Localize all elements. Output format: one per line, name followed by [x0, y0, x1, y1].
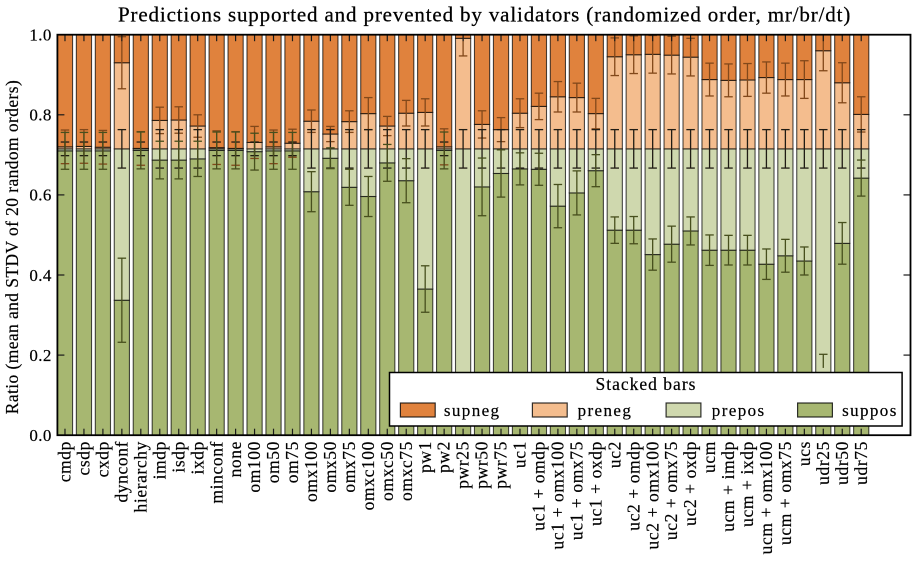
svg-text:Predictions supported and prev: Predictions supported and prevented by v…	[118, 3, 851, 27]
svg-text:om50: om50	[263, 441, 283, 483]
svg-text:omx75: omx75	[339, 441, 359, 493]
svg-text:om75: om75	[282, 441, 302, 483]
svg-text:1.0: 1.0	[29, 26, 51, 45]
svg-text:pw2: pw2	[434, 441, 454, 473]
svg-text:udr50: udr50	[832, 441, 852, 485]
svg-text:uc1: uc1	[510, 441, 530, 468]
svg-text:omxc75: omxc75	[396, 441, 416, 501]
svg-text:0.8: 0.8	[29, 106, 51, 125]
svg-text:dynconf: dynconf	[111, 441, 131, 503]
svg-text:ucm: ucm	[699, 441, 719, 473]
svg-text:ucm + omx75: ucm + omx75	[775, 441, 795, 545]
svg-text:minconf: minconf	[206, 441, 226, 504]
svg-text:uc2 + omx100: uc2 + omx100	[642, 441, 662, 549]
svg-text:uc1 + omdp: uc1 + omdp	[529, 441, 549, 531]
svg-text:omx50: omx50	[320, 441, 340, 493]
svg-text:omxc50: omxc50	[377, 441, 397, 501]
svg-text:Stacked bars: Stacked bars	[596, 374, 697, 394]
svg-text:pwr50: pwr50	[472, 441, 492, 489]
svg-text:suppos: suppos	[842, 401, 898, 420]
svg-text:prepos: prepos	[712, 401, 766, 420]
svg-text:ucm + ixdp: ucm + ixdp	[737, 441, 757, 527]
svg-text:pw1: pw1	[415, 441, 435, 473]
svg-text:pwr75: pwr75	[491, 441, 511, 489]
svg-text:ucs: ucs	[794, 441, 814, 466]
svg-text:isdp: isdp	[168, 441, 188, 473]
svg-text:0.6: 0.6	[29, 186, 51, 205]
svg-text:csdp: csdp	[74, 441, 94, 475]
svg-text:ucm + omx100: ucm + omx100	[756, 441, 776, 554]
svg-text:imdp: imdp	[149, 441, 169, 479]
svg-text:pwr25: pwr25	[453, 441, 473, 489]
svg-text:0.4: 0.4	[29, 266, 52, 285]
svg-text:uc1 + omx75: uc1 + omx75	[566, 441, 586, 540]
svg-text:omx100: omx100	[301, 441, 321, 502]
svg-text:cxdp: cxdp	[93, 441, 113, 477]
svg-text:omxc100: omxc100	[358, 441, 378, 510]
svg-text:0.2: 0.2	[29, 346, 51, 365]
svg-text:uc2 + omdp: uc2 + omdp	[623, 441, 643, 531]
svg-text:ixdp: ixdp	[187, 441, 207, 475]
svg-text:udr25: udr25	[813, 441, 833, 485]
svg-text:udr75: udr75	[851, 441, 871, 485]
svg-text:0.0: 0.0	[29, 426, 51, 445]
svg-text:preneg: preneg	[578, 401, 633, 420]
svg-text:none: none	[225, 441, 245, 477]
svg-text:uc2 + omx75: uc2 + omx75	[661, 441, 681, 540]
svg-text:uc1 + oxdp: uc1 + oxdp	[585, 441, 605, 526]
svg-text:Ratio (mean and STDV of 20 ran: Ratio (mean and STDV of 20 random orders…	[2, 80, 22, 414]
svg-text:cmdp: cmdp	[55, 441, 75, 482]
svg-text:hierarchy: hierarchy	[130, 441, 150, 512]
svg-text:ucm + imdp: ucm + imdp	[718, 441, 738, 532]
svg-text:supneg: supneg	[444, 401, 501, 420]
svg-text:uc2 + oxdp: uc2 + oxdp	[680, 441, 700, 526]
svg-text:uc1 + omx100: uc1 + omx100	[547, 441, 567, 549]
svg-text:uc2: uc2	[604, 441, 624, 468]
svg-text:om100: om100	[244, 441, 264, 493]
